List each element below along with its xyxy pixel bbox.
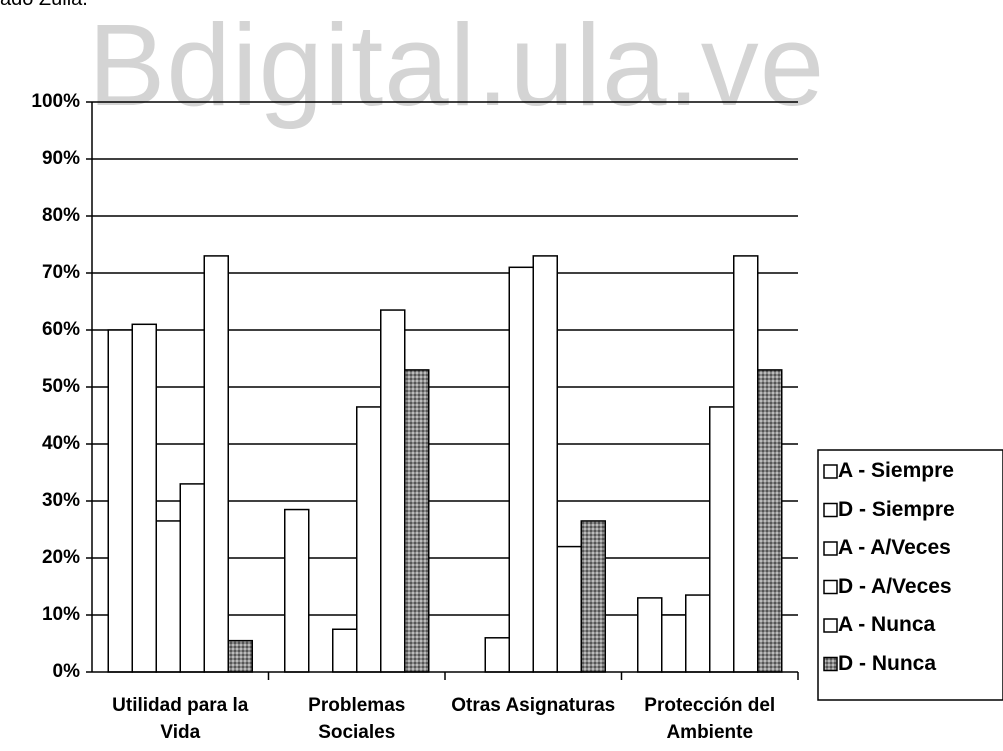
bar: [484, 637, 510, 673]
y-tick-label: 30%: [42, 490, 80, 511]
bar: [508, 266, 534, 673]
y-tick-label: 70%: [42, 262, 80, 283]
bar: [709, 406, 735, 673]
y-tick-label: 20%: [42, 547, 80, 568]
bar: [637, 597, 663, 673]
bar: [227, 639, 253, 673]
y-tick-label: 100%: [31, 91, 80, 112]
y-tick-label: 0%: [53, 661, 81, 682]
legend-swatch: [823, 579, 838, 595]
legend-box: [817, 449, 1003, 701]
bar: [179, 483, 205, 673]
bar: [284, 508, 310, 673]
bar: [332, 628, 358, 673]
bar: [203, 255, 229, 673]
legend-swatch: [823, 464, 838, 479]
bar: [380, 309, 406, 673]
context-text: ado Zulia.: [0, 0, 88, 11]
bar: [404, 369, 430, 673]
bar: [131, 323, 157, 673]
legend-label: A - Nunca: [838, 613, 936, 636]
bar: [733, 255, 759, 673]
bar: [556, 545, 582, 673]
y-tick-label: 80%: [42, 205, 80, 226]
legend-label: D - Nunca: [838, 651, 937, 675]
x-tick-label: Utilidad para la Vida: [112, 695, 249, 743]
legend-label: A - A/Veces: [838, 536, 951, 559]
y-tick-label: 50%: [42, 376, 80, 397]
x-tick-label: Problemas Sociales: [308, 695, 406, 743]
y-tick-label: 90%: [42, 148, 80, 169]
legend-swatch: [823, 618, 838, 633]
bar: [532, 255, 558, 673]
bar: [757, 369, 783, 673]
bar: [685, 594, 711, 673]
x-tick-label: Protección del Ambiente: [644, 695, 776, 743]
bar: [580, 520, 606, 673]
y-tick-label: 40%: [42, 433, 80, 454]
x-tick-label: Otras Asignaturas: [451, 695, 616, 716]
legend-label: D - A/Veces: [838, 574, 952, 598]
legend-swatch: [823, 541, 838, 556]
bar: [661, 614, 687, 673]
legend-label: A - Siempre: [838, 459, 954, 482]
y-tick-label: 60%: [42, 319, 80, 340]
legend-label: D - Siempre: [838, 497, 955, 521]
legend-swatch: [823, 656, 838, 672]
watermark: Bdigital.ula.ve: [88, 0, 826, 130]
bar: [356, 406, 382, 673]
bar: [107, 329, 133, 673]
y-tick-label: 10%: [42, 604, 80, 625]
legend-swatch: [823, 502, 838, 518]
bar: [155, 520, 181, 673]
